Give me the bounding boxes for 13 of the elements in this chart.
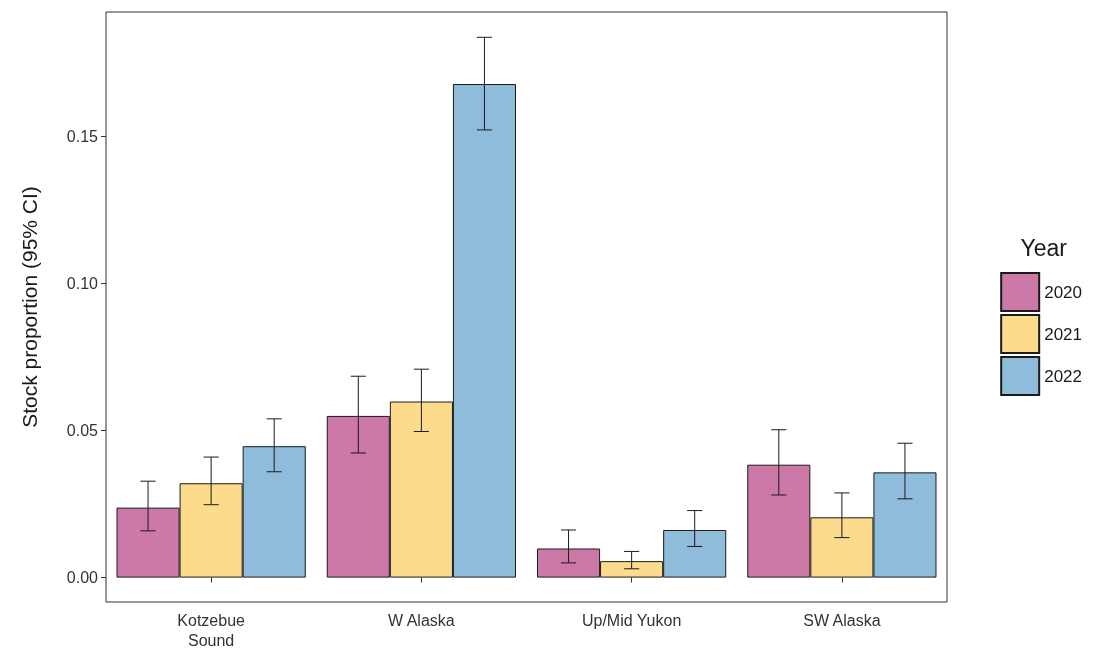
y-tick-label: 0.05 <box>66 422 99 440</box>
x-tick-label: Kotzebue Sound <box>177 611 246 649</box>
legend-label: 2020 <box>1044 282 1083 302</box>
x-tick-label: W Alaska <box>388 611 455 629</box>
legend-title: Year <box>1020 234 1068 261</box>
legend-label: 2022 <box>1044 366 1083 386</box>
x-tick-label: Up/Mid Yukon <box>581 611 682 629</box>
x-tick-label: SW Alaska <box>803 611 881 629</box>
y-tick-label: 0.10 <box>66 275 99 293</box>
legend-label: 2021 <box>1044 324 1083 344</box>
y-axis-title: Stock proportion (95% CI) <box>18 186 41 428</box>
y-tick-label: 0.00 <box>66 569 99 587</box>
y-tick-label: 0.15 <box>66 128 99 146</box>
